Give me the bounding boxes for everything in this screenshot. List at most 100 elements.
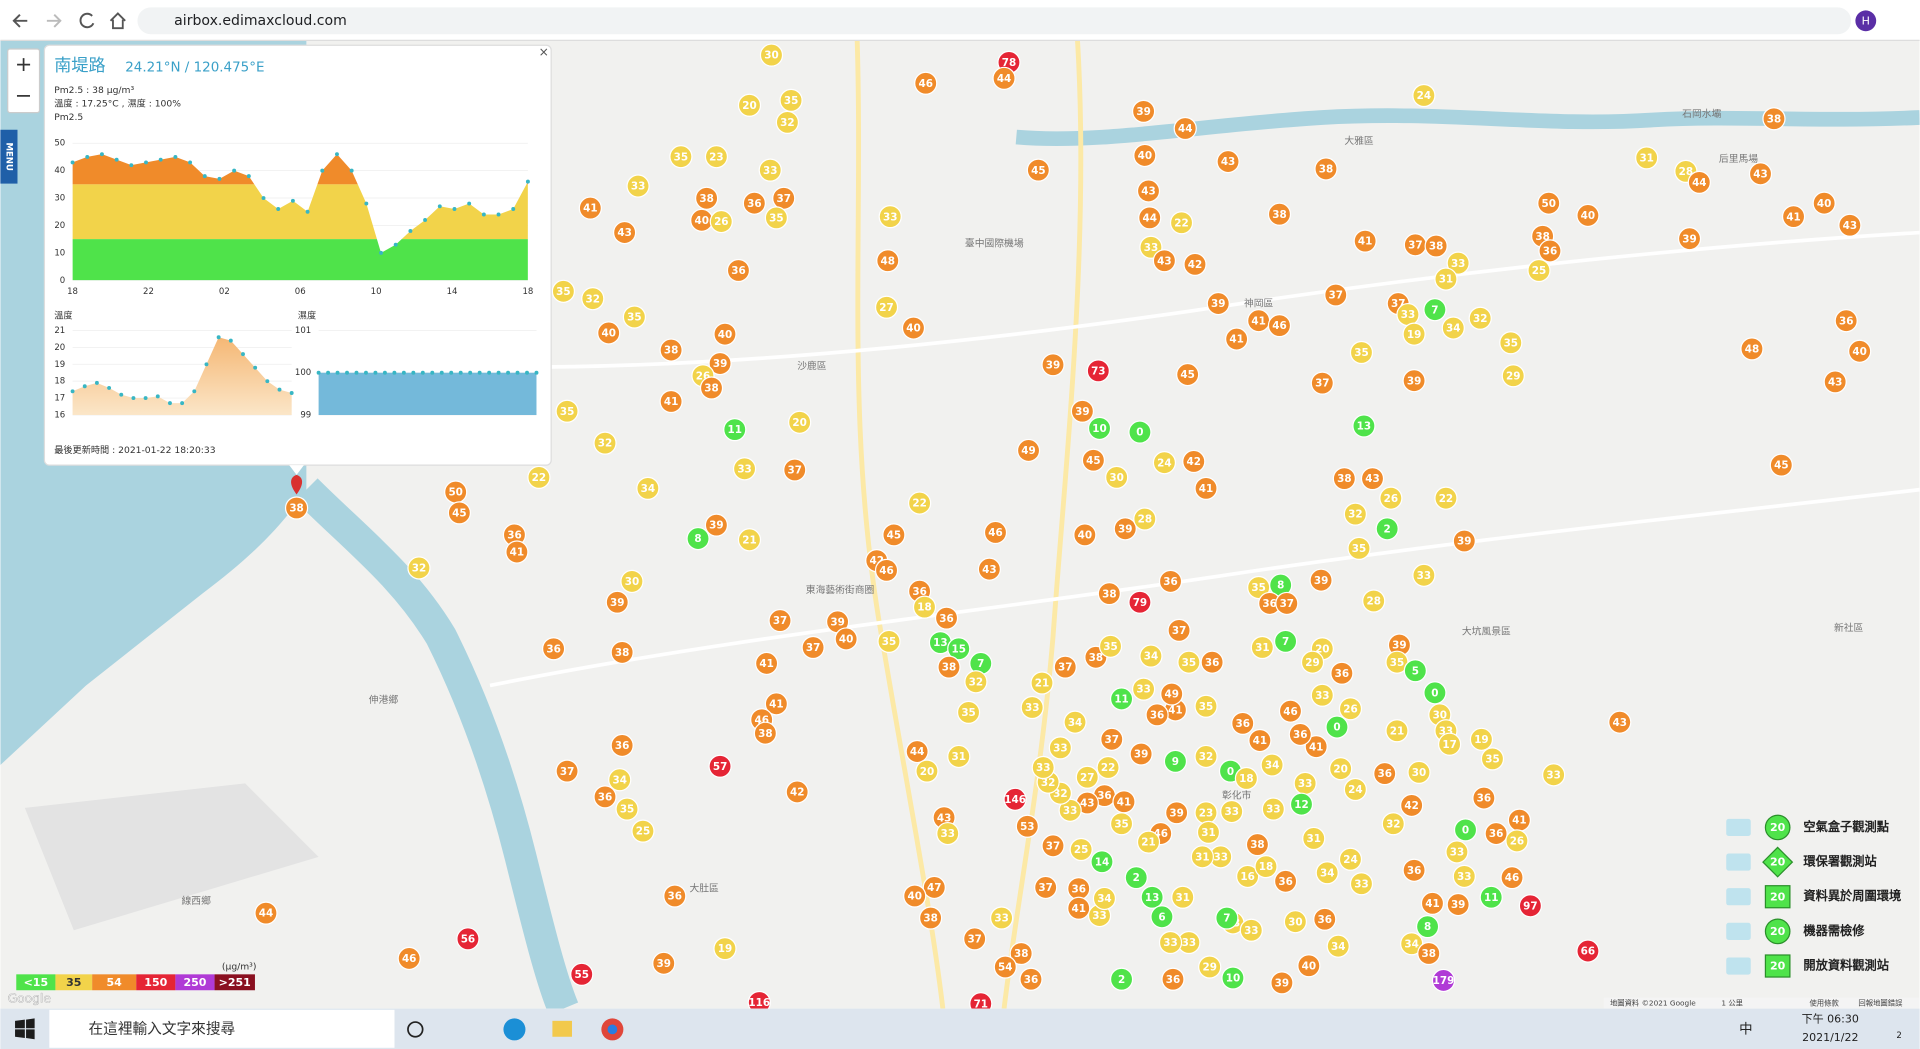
- station-marker[interactable]: [555, 759, 579, 783]
- station-marker[interactable]: [1097, 582, 1121, 606]
- station-marker[interactable]: [1087, 416, 1112, 441]
- station-marker[interactable]: [747, 990, 771, 1013]
- station-marker[interactable]: [1236, 864, 1260, 889]
- station-marker[interactable]: [1131, 677, 1156, 701]
- station-marker[interactable]: [874, 295, 899, 319]
- station-marker[interactable]: [1338, 847, 1363, 871]
- station-marker[interactable]: [882, 523, 906, 547]
- station-marker[interactable]: [1823, 370, 1847, 394]
- station-marker[interactable]: [1194, 476, 1218, 501]
- station-marker[interactable]: [1070, 399, 1095, 423]
- station-marker[interactable]: [1480, 747, 1505, 771]
- station-marker[interactable]: [1273, 629, 1298, 654]
- station-marker[interactable]: [993, 955, 1017, 979]
- station-marker[interactable]: [1527, 258, 1551, 283]
- station-marker[interactable]: [1379, 486, 1403, 510]
- station-marker[interactable]: [1453, 818, 1478, 842]
- station-marker[interactable]: [1518, 894, 1543, 918]
- station-marker[interactable]: [1297, 954, 1321, 978]
- station-marker[interactable]: [834, 627, 858, 651]
- station-marker[interactable]: [652, 951, 676, 975]
- station-marker[interactable]: [1402, 322, 1426, 346]
- station-marker[interactable]: [1343, 777, 1367, 802]
- station-marker[interactable]: [1163, 749, 1188, 773]
- search-box[interactable]: [49, 1009, 395, 1048]
- station-marker[interactable]: [610, 733, 634, 758]
- station-marker[interactable]: [1452, 529, 1476, 553]
- station-marker[interactable]: [878, 205, 902, 229]
- station-marker[interactable]: [737, 528, 762, 552]
- station-marker[interactable]: [1445, 840, 1469, 864]
- station-marker[interactable]: [1003, 787, 1027, 811]
- station-marker[interactable]: [1417, 941, 1441, 966]
- station-marker[interactable]: [1128, 420, 1152, 444]
- forward-button[interactable]: [46, 13, 62, 28]
- station-marker[interactable]: [1762, 107, 1786, 131]
- station-marker[interactable]: [1165, 801, 1189, 825]
- station-marker[interactable]: [1173, 116, 1197, 141]
- edge-icon[interactable]: [503, 1018, 526, 1041]
- attribution-report[interactable]: 回報地圖錯誤: [1858, 999, 1903, 1008]
- clock-date[interactable]: 2021/1/22: [1802, 1031, 1858, 1044]
- station-marker[interactable]: [1329, 757, 1353, 781]
- station-marker[interactable]: [1019, 967, 1043, 991]
- station-marker[interactable]: [912, 595, 937, 619]
- station-marker[interactable]: [1275, 591, 1299, 616]
- station-marker[interactable]: [1415, 914, 1440, 939]
- station-marker[interactable]: [1288, 722, 1312, 747]
- station-marker[interactable]: [1150, 905, 1174, 929]
- station-marker[interactable]: [768, 608, 792, 633]
- station-marker[interactable]: [1152, 451, 1177, 475]
- station-marker[interactable]: [1360, 466, 1385, 491]
- station-marker[interactable]: [1090, 850, 1114, 874]
- station-marker[interactable]: [947, 637, 971, 661]
- station-marker[interactable]: [1420, 891, 1445, 915]
- station-marker[interactable]: [1479, 885, 1503, 909]
- station-marker[interactable]: [284, 496, 309, 520]
- station-marker[interactable]: [1158, 569, 1183, 594]
- station-marker[interactable]: [759, 43, 784, 67]
- station-marker[interactable]: [1740, 337, 1764, 361]
- station-marker[interactable]: [1015, 814, 1039, 838]
- station-marker[interactable]: [636, 476, 660, 501]
- station-marker[interactable]: [1225, 327, 1249, 351]
- menu-tab[interactable]: [0, 129, 18, 184]
- station-marker[interactable]: [663, 884, 687, 908]
- station-marker[interactable]: [1216, 149, 1240, 174]
- station-marker[interactable]: [1441, 316, 1465, 340]
- start-button[interactable]: [15, 1018, 35, 1040]
- station-marker[interactable]: [608, 768, 632, 792]
- station-marker[interactable]: [1273, 869, 1298, 893]
- station-marker[interactable]: [1131, 99, 1156, 124]
- station-marker[interactable]: [1169, 211, 1194, 235]
- station-marker[interactable]: [785, 780, 809, 804]
- station-marker[interactable]: [615, 797, 639, 821]
- station-marker[interactable]: [626, 174, 650, 198]
- station-marker[interactable]: [1124, 866, 1148, 890]
- station-marker[interactable]: [1053, 655, 1077, 679]
- station-marker[interactable]: [732, 457, 757, 481]
- station-marker[interactable]: [709, 209, 733, 234]
- station-marker[interactable]: [1352, 414, 1376, 438]
- station-marker[interactable]: [527, 465, 551, 490]
- station-marker[interactable]: [1349, 872, 1374, 896]
- station-marker[interactable]: [989, 906, 1014, 930]
- station-marker[interactable]: [1073, 523, 1097, 547]
- station-marker[interactable]: [1446, 892, 1470, 917]
- station-marker[interactable]: [1067, 896, 1091, 920]
- station-marker[interactable]: [1190, 845, 1214, 869]
- station-marker[interactable]: [1313, 907, 1337, 931]
- station-marker[interactable]: [1026, 158, 1050, 182]
- station-marker[interactable]: [1160, 682, 1184, 706]
- station-marker[interactable]: [1608, 710, 1632, 734]
- station-marker[interactable]: [1423, 298, 1447, 322]
- station-marker[interactable]: [1105, 465, 1129, 490]
- station-marker[interactable]: [1267, 313, 1292, 338]
- station-marker[interactable]: [1139, 644, 1163, 668]
- menu-label[interactable]: MENU: [3, 142, 13, 170]
- station-marker[interactable]: [915, 759, 939, 783]
- station-marker[interactable]: [1403, 659, 1427, 683]
- station-marker[interactable]: [764, 206, 789, 230]
- station-marker[interactable]: [505, 540, 529, 564]
- station-marker[interactable]: [659, 338, 683, 362]
